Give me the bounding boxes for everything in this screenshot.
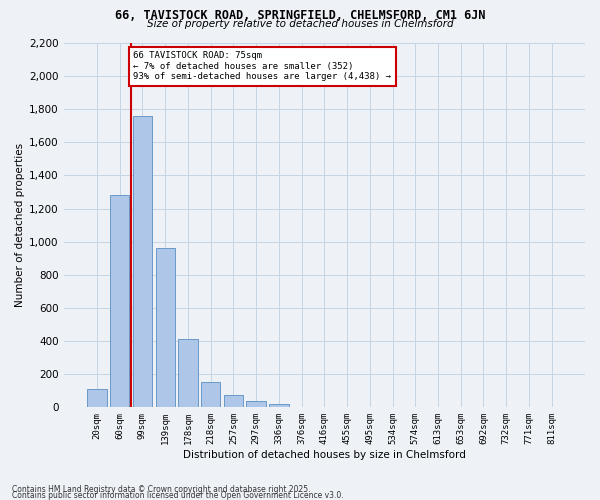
Text: 66, TAVISTOCK ROAD, SPRINGFIELD, CHELMSFORD, CM1 6JN: 66, TAVISTOCK ROAD, SPRINGFIELD, CHELMSF… (115, 9, 485, 22)
Bar (247, 400, 266, 407)
Text: Contains public sector information licensed under the Open Government Licence v3: Contains public sector information licen… (12, 490, 344, 500)
Bar (88, 389, 107, 407)
Text: Size of property relative to detached houses in Chelmsford: Size of property relative to detached ho… (146, 19, 454, 29)
Bar (201, 382, 220, 407)
Bar (155, 248, 175, 408)
Bar (133, 116, 152, 408)
X-axis label: Distribution of detached houses by size in Chelmsford: Distribution of detached houses by size … (183, 450, 466, 460)
Bar (224, 395, 243, 407)
Bar (178, 338, 197, 407)
Text: 66 TAVISTOCK ROAD: 75sqm
← 7% of detached houses are smaller (352)
93% of semi-d: 66 TAVISTOCK ROAD: 75sqm ← 7% of detache… (133, 52, 391, 81)
Bar (110, 196, 130, 408)
Bar (269, 404, 289, 407)
Text: Contains HM Land Registry data © Crown copyright and database right 2025.: Contains HM Land Registry data © Crown c… (12, 484, 311, 494)
Y-axis label: Number of detached properties: Number of detached properties (15, 143, 25, 307)
